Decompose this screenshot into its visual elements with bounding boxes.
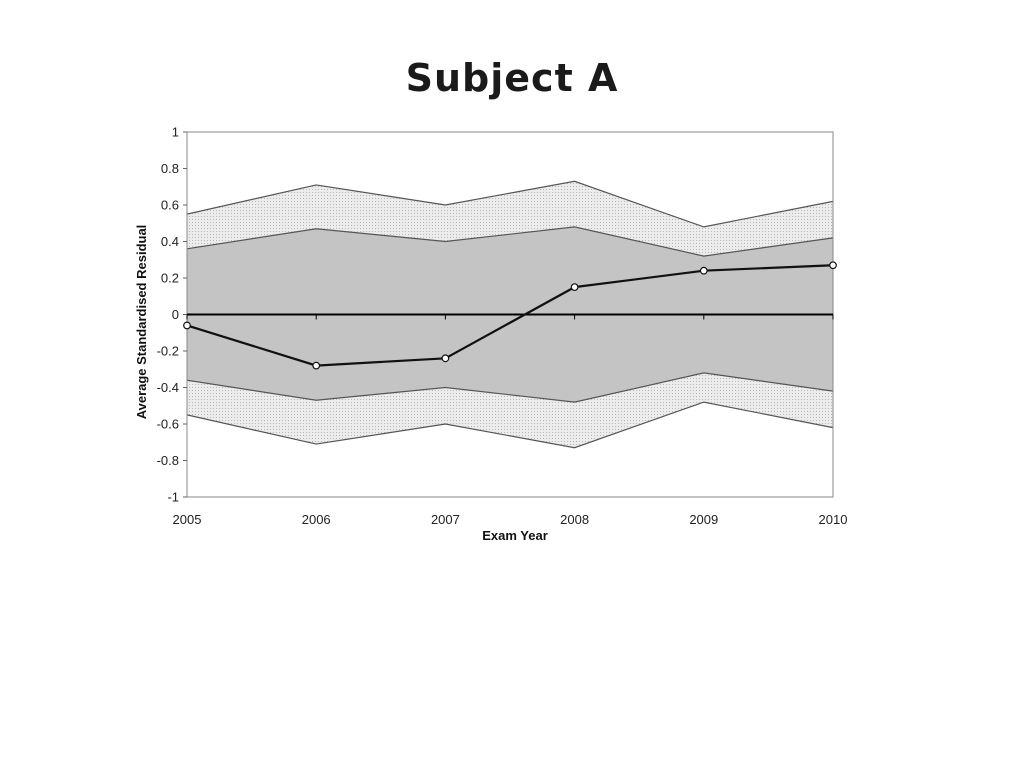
y-tick-label: -0.8 (157, 453, 179, 468)
y-tick-label: 0.4 (161, 234, 179, 249)
y-tick-label: -1 (167, 490, 179, 505)
y-tick-label: 0.8 (161, 161, 179, 176)
data-point (829, 261, 837, 270)
y-tick-label: 0 (172, 307, 179, 322)
series-layer (183, 261, 837, 370)
data-point (699, 266, 708, 275)
x-tick-label: 2008 (560, 512, 589, 527)
y-axis-title: Average Standardised Residual (134, 225, 149, 420)
outer-band-lower (187, 372, 833, 448)
axes: 1 0.8 0.6 0.4 0.2 0 -0.2 -0.4 -0.6 -0.8 -1 2005 2006… (157, 125, 848, 528)
y-tick-label: -0.6 (157, 417, 179, 432)
inner-upper-edge (186, 226, 834, 257)
x-tick-label: 2010 (819, 512, 848, 527)
x-tick-label: 2007 (431, 512, 460, 527)
data-point (570, 283, 579, 292)
y-tick-label: -0.2 (157, 344, 179, 359)
outer-lower-edge (186, 401, 834, 449)
x-tick-label: 2006 (302, 512, 331, 527)
y-tick-label: 0.6 (161, 198, 179, 213)
outer-band-upper (187, 181, 833, 257)
y-tick-label: -0.4 (157, 380, 179, 395)
outer-upper-edge (186, 180, 834, 228)
inner-lower-edge (186, 372, 834, 403)
x-axis-title: Exam Year (482, 528, 548, 543)
slide-title: Subject A (405, 56, 619, 100)
x-tick-label: 2009 (689, 512, 718, 527)
x-tick-label: 2005 (173, 512, 202, 527)
series-line (186, 264, 834, 367)
y-tick-label: 1 (172, 125, 179, 140)
data-point (183, 321, 191, 330)
y-tick-label: 0.2 (161, 271, 179, 286)
data-point (312, 361, 321, 370)
data-point (441, 354, 450, 363)
